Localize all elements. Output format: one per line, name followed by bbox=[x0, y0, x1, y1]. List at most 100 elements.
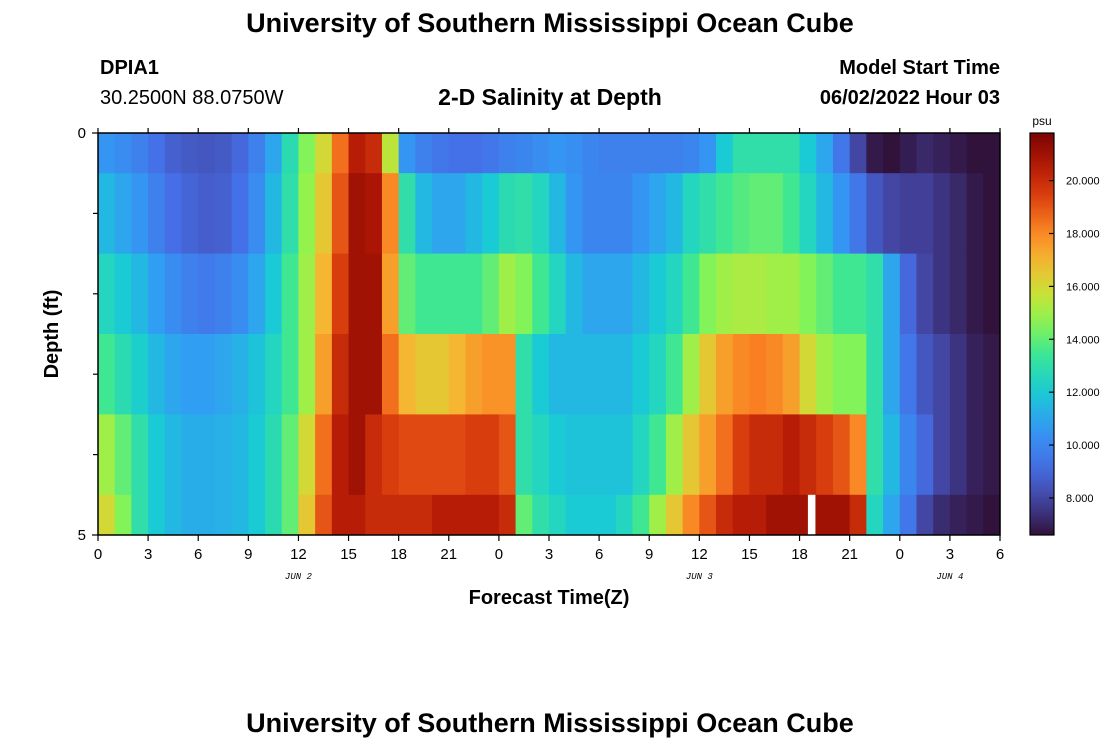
heatmap-cell bbox=[315, 334, 333, 415]
heatmap-cell bbox=[749, 173, 767, 254]
heatmap-cell bbox=[348, 414, 366, 496]
heatmap-cell bbox=[381, 253, 400, 335]
heatmap-cell bbox=[549, 173, 567, 254]
heatmap-cell bbox=[682, 334, 700, 415]
heatmap-cell bbox=[532, 173, 550, 254]
y-tick-label: 5 bbox=[78, 527, 86, 544]
heatmap-cell bbox=[148, 494, 166, 536]
heatmap-cell bbox=[181, 334, 199, 415]
heatmap-cell bbox=[98, 494, 116, 536]
heatmap-cell bbox=[782, 133, 801, 174]
heatmap-cell bbox=[849, 414, 867, 496]
heatmap-cell bbox=[281, 494, 300, 536]
heatmap-cell bbox=[916, 133, 934, 174]
heatmap-cell bbox=[181, 494, 199, 536]
heatmap-cell bbox=[866, 173, 884, 254]
x-axis: 0 3 6 9 12 15 18 21 0 3 6 9 12 15 18 21 0 3 6 JUN 2 JUN 3 JUN… bbox=[94, 128, 1004, 582]
heatmap-cell bbox=[432, 494, 450, 536]
heatmap-cell bbox=[365, 414, 383, 496]
x-tick-label: 3 bbox=[144, 546, 152, 563]
heatmap-cell bbox=[515, 494, 533, 536]
x-axis-label: Forecast Time(Z) bbox=[469, 587, 630, 609]
heatmap-cell bbox=[966, 133, 984, 174]
heatmap-cell bbox=[532, 133, 550, 174]
heatmap-cell bbox=[415, 253, 433, 335]
heatmap-cell bbox=[716, 253, 734, 335]
heatmap-cell bbox=[231, 173, 249, 254]
heatmap-cell bbox=[482, 414, 500, 496]
heatmap-cell bbox=[448, 334, 467, 415]
heatmap-cell bbox=[582, 253, 600, 335]
colorbar-tick-label: 8.000 bbox=[1066, 493, 1094, 505]
heatmap-cell bbox=[465, 494, 483, 536]
colorbar-tick-label: 10.000 bbox=[1066, 440, 1100, 452]
missing-data-cell bbox=[807, 494, 816, 535]
heatmap-cell bbox=[131, 494, 149, 536]
heatmap-cell bbox=[732, 253, 751, 335]
heatmap-cell bbox=[799, 173, 817, 254]
heatmap-cell bbox=[615, 133, 634, 174]
heatmap-cell bbox=[181, 173, 199, 254]
heatmap-cell bbox=[281, 173, 300, 254]
x-tick-label: 12 bbox=[290, 546, 307, 563]
heatmap-cell bbox=[448, 173, 467, 254]
page-title-bottom: University of Southern Mississippi Ocean… bbox=[246, 708, 854, 738]
heatmap-cell bbox=[732, 494, 751, 536]
heatmap-cell bbox=[699, 133, 717, 174]
heatmap-cell bbox=[766, 334, 784, 415]
x-tick-label: 18 bbox=[390, 546, 407, 563]
heatmap-cell bbox=[949, 494, 968, 536]
heatmap-cell bbox=[415, 494, 433, 536]
heatmap-cell bbox=[549, 334, 567, 415]
heatmap-cell bbox=[181, 253, 199, 335]
heatmap-cell bbox=[916, 414, 934, 496]
heatmap-cell bbox=[432, 133, 450, 174]
colorbar bbox=[1029, 132, 1055, 536]
heatmap-cell bbox=[816, 133, 834, 174]
x-tick-label: 6 bbox=[194, 546, 202, 563]
heatmap-cell bbox=[649, 494, 667, 536]
heatmap-cell bbox=[515, 133, 533, 174]
heatmap-cell bbox=[365, 253, 383, 335]
heatmap-cell bbox=[916, 494, 934, 536]
heatmap-cell bbox=[749, 334, 767, 415]
heatmap-cell bbox=[665, 173, 684, 254]
heatmap-cell bbox=[498, 133, 517, 174]
heatmap-cell bbox=[131, 173, 149, 254]
heatmap-cell bbox=[331, 494, 350, 536]
heatmap-cell bbox=[933, 494, 951, 536]
heatmap-cell bbox=[281, 133, 300, 174]
heatmap-cell bbox=[415, 133, 433, 174]
heatmap-cell bbox=[699, 494, 717, 536]
heatmap-cell bbox=[682, 133, 700, 174]
heatmap-cell bbox=[716, 494, 734, 536]
heatmap-cell bbox=[899, 173, 918, 254]
heatmap-cell bbox=[98, 253, 116, 335]
heatmap-cell bbox=[398, 173, 416, 254]
x-tick-label: 15 bbox=[340, 546, 357, 563]
heatmap-cell bbox=[331, 253, 350, 335]
heatmap-cell bbox=[649, 173, 667, 254]
heatmap-cell bbox=[331, 334, 350, 415]
heatmap-cell bbox=[665, 494, 684, 536]
heatmap-cell bbox=[866, 133, 884, 174]
heatmap-cell bbox=[348, 253, 366, 335]
heatmap-cell bbox=[966, 334, 984, 415]
heatmap-cell bbox=[549, 133, 567, 174]
heatmap-cell bbox=[933, 253, 951, 335]
heatmap-cell bbox=[398, 334, 416, 415]
heatmap-cell bbox=[699, 334, 717, 415]
heatmap-cell bbox=[849, 253, 867, 335]
heatmap-cell bbox=[114, 494, 132, 536]
heatmap-cell bbox=[582, 133, 600, 174]
heatmap-cell bbox=[749, 253, 767, 335]
heatmap-cell bbox=[983, 414, 1001, 496]
heatmap-cell bbox=[582, 414, 600, 496]
heatmap-cell bbox=[98, 173, 116, 254]
y-axis: 05 bbox=[78, 125, 98, 544]
heatmap-cell bbox=[716, 414, 734, 496]
heatmap-cell bbox=[231, 414, 249, 496]
x-tick-label: 18 bbox=[791, 546, 808, 563]
heatmap-cell bbox=[181, 414, 199, 496]
heatmap-cell bbox=[398, 494, 416, 536]
